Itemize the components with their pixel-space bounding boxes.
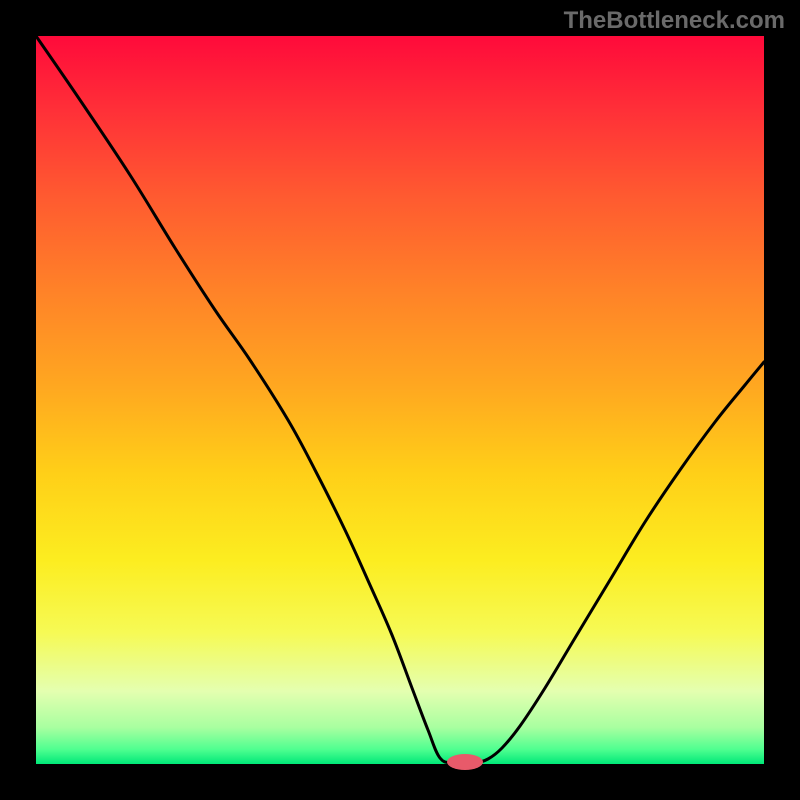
watermark-text: TheBottleneck.com (564, 7, 785, 34)
optimal-marker (447, 754, 483, 770)
bottleneck-chart: TheBottleneck.com (0, 0, 800, 800)
